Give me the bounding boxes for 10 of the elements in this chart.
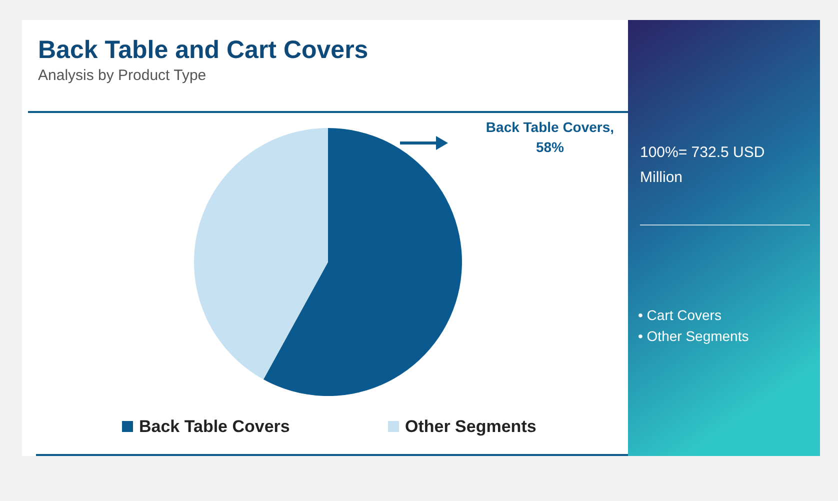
text: 100%= 732.5 USD Million — [640, 144, 765, 186]
text: • Cart Covers — [638, 307, 722, 323]
legend-label: Back Table Covers — [139, 417, 290, 436]
chart-subtitle: Analysis by Product Type — [38, 67, 206, 84]
chart-title: Back Table and Cart Covers — [38, 36, 368, 64]
pie-slice — [263, 128, 462, 396]
legend-label: Other Segments — [405, 417, 536, 436]
pie-slice — [194, 128, 328, 380]
data-label: Back Table Covers, 58% — [486, 119, 614, 155]
text: • Other Segments — [638, 328, 749, 344]
